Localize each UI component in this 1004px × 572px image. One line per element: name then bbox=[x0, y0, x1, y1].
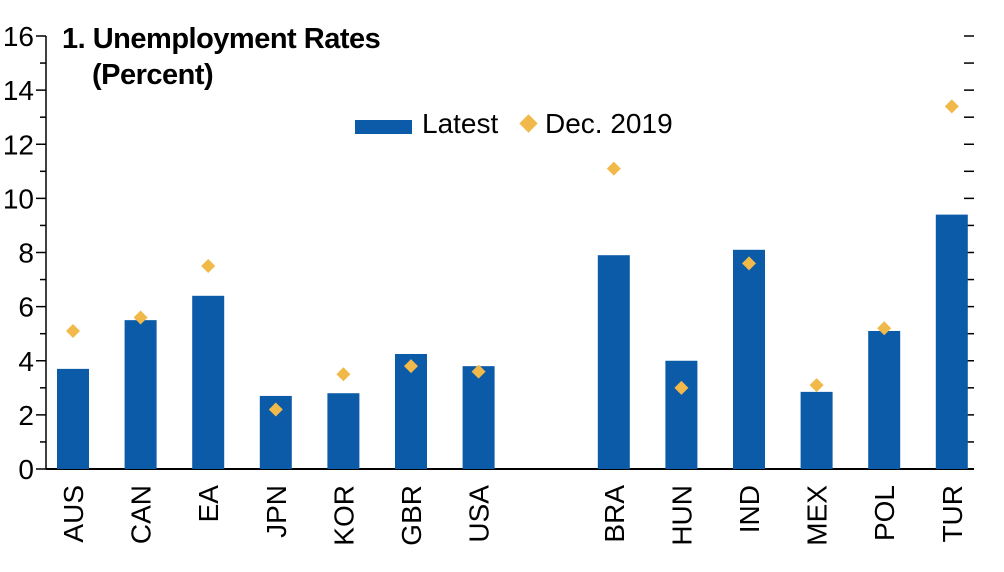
y-tick-label: 14 bbox=[3, 75, 34, 106]
marker-ea bbox=[201, 259, 216, 274]
legend-latest-swatch bbox=[355, 120, 412, 134]
marker-can bbox=[133, 310, 148, 325]
x-tick-label-tur: TUR bbox=[937, 485, 968, 543]
bar-can bbox=[124, 320, 157, 469]
bar-bra bbox=[597, 255, 630, 469]
bar-pol bbox=[868, 330, 901, 469]
bar-ind bbox=[733, 249, 765, 469]
bar-mex bbox=[800, 391, 833, 469]
x-tick-label-pol: POL bbox=[869, 485, 900, 541]
marker-gbr bbox=[404, 359, 418, 374]
bar-usa bbox=[462, 366, 495, 469]
marker-ind bbox=[742, 256, 756, 271]
bar-ea bbox=[192, 295, 225, 469]
marker-kor bbox=[336, 367, 351, 382]
marker-mex bbox=[809, 378, 824, 393]
x-tick-label-ind: IND bbox=[734, 485, 765, 533]
x-tick-label-hun: HUN bbox=[666, 485, 697, 546]
y-tick-label: 0 bbox=[18, 454, 34, 485]
marker-tur bbox=[944, 99, 959, 114]
bar-hun bbox=[665, 360, 698, 469]
x-tick-label-kor: KOR bbox=[328, 485, 359, 546]
y-tick-label: 16 bbox=[3, 21, 34, 52]
marker-bra bbox=[606, 161, 621, 176]
x-tick-label-ea: EA bbox=[193, 485, 224, 523]
x-tick-label-jpn: JPN bbox=[261, 485, 292, 538]
x-tick-label-bra: BRA bbox=[599, 485, 630, 543]
x-tick-label-usa: USA bbox=[464, 485, 495, 543]
x-tick-label-can: CAN bbox=[126, 485, 157, 544]
y-tick-label: 10 bbox=[3, 183, 34, 214]
x-tick-label-gbr: GBR bbox=[396, 485, 427, 546]
y-tick-label: 12 bbox=[3, 129, 34, 160]
bar-tur bbox=[935, 214, 968, 469]
marker-hun bbox=[674, 380, 689, 395]
bar-aus bbox=[57, 368, 89, 469]
marker-usa bbox=[471, 364, 486, 379]
y-tick-label: 6 bbox=[18, 292, 34, 323]
chart-title: 1. Unemployment Rates bbox=[62, 23, 381, 55]
marker-pol bbox=[877, 321, 892, 336]
legend-dec2019-label: Dec. 2019 bbox=[545, 108, 673, 139]
x-tick-label-mex: MEX bbox=[802, 485, 833, 546]
y-tick-label: 8 bbox=[18, 238, 34, 269]
x-tick-label-aus: AUS bbox=[58, 485, 89, 543]
marker-jpn bbox=[268, 402, 283, 417]
y-tick-label: 4 bbox=[18, 346, 34, 377]
chart-subtitle: (Percent) bbox=[92, 59, 214, 91]
marker-aus bbox=[66, 323, 80, 338]
bar-kor bbox=[327, 393, 360, 469]
legend-latest-label: Latest bbox=[422, 108, 499, 139]
y-tick-label: 2 bbox=[18, 400, 34, 431]
